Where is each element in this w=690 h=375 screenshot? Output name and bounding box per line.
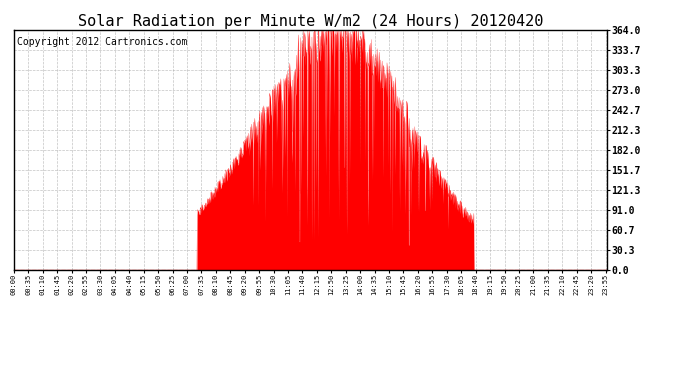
Title: Solar Radiation per Minute W/m2 (24 Hours) 20120420: Solar Radiation per Minute W/m2 (24 Hour…: [78, 14, 543, 29]
Text: Copyright 2012 Cartronics.com: Copyright 2012 Cartronics.com: [17, 37, 187, 47]
